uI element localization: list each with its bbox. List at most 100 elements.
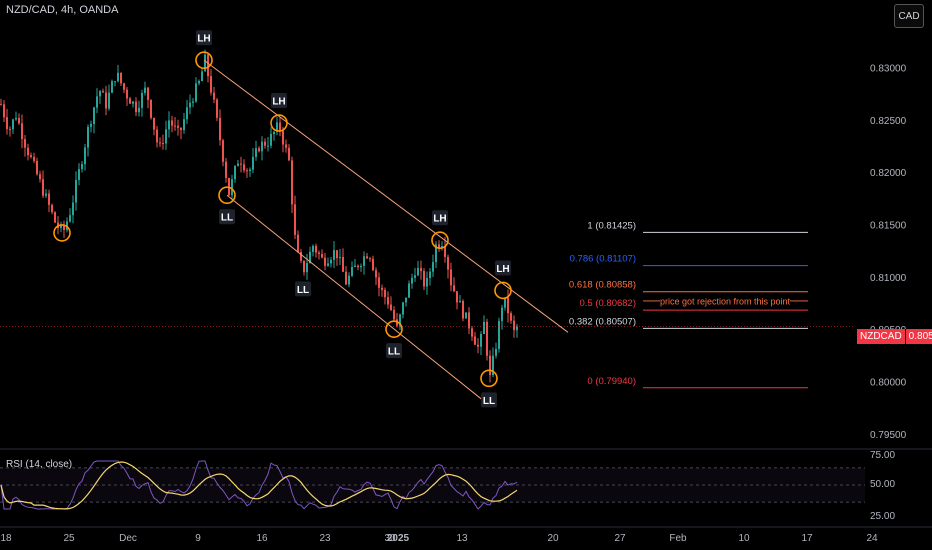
channel-lower-line [226, 194, 484, 401]
time-tick-label: 18 [0, 533, 12, 544]
candle-body [90, 123, 92, 127]
candle-body [504, 297, 506, 308]
candle-body [63, 224, 65, 230]
candle-body [75, 180, 77, 203]
candle-body [216, 99, 218, 118]
swing-label: LH [197, 34, 210, 45]
candle-body [255, 148, 257, 157]
candle-body [240, 163, 242, 165]
price-tick-label: 0.81500 [870, 221, 907, 232]
candle-body [477, 344, 479, 347]
candle-body [189, 102, 191, 108]
candle-body [99, 91, 101, 97]
candle-body [231, 179, 233, 196]
candle-body [126, 89, 128, 99]
candle-body [315, 245, 317, 253]
candle-body [312, 245, 314, 252]
candle-body [84, 147, 86, 165]
time-tick-label: 13 [456, 533, 468, 544]
candle-body [21, 123, 23, 140]
time-tick-label: Dec [119, 533, 137, 544]
candle-body [78, 169, 80, 181]
candle-body [492, 355, 494, 376]
rsi-line [0, 460, 518, 510]
candle-body [147, 87, 149, 100]
time-tick-label: Feb [669, 533, 687, 544]
price-tick-label: 0.81000 [870, 273, 907, 284]
candle-body [342, 257, 344, 272]
candle-body [471, 328, 473, 337]
swing-circle [53, 224, 71, 242]
candle-body [498, 320, 500, 349]
candle-body [219, 117, 221, 141]
candle-body [198, 81, 200, 84]
candle-body [462, 300, 464, 319]
candle-body [114, 81, 116, 83]
candle-body [138, 107, 140, 113]
candle-body [192, 101, 194, 103]
candle-body [246, 170, 248, 172]
candle-body [264, 141, 266, 146]
candle-body [411, 277, 413, 284]
candle-body [144, 87, 146, 94]
candle-body [108, 92, 110, 109]
candle-body [450, 269, 452, 286]
time-tick-label: 27 [614, 533, 626, 544]
candle-body [345, 271, 347, 285]
swing-circle [494, 281, 512, 300]
swing-label: LL [388, 347, 400, 358]
candle-body [207, 54, 209, 77]
candle-body [6, 117, 8, 130]
candle-body [129, 98, 131, 104]
swing-label-box [432, 210, 448, 226]
candle-body [243, 164, 245, 171]
swing-circle [431, 231, 449, 250]
candle-body [375, 270, 377, 278]
candle-body [474, 336, 476, 345]
candle-body [297, 234, 299, 253]
candle-body [366, 256, 368, 259]
candle-body [489, 355, 491, 376]
candle-body [291, 160, 293, 205]
candle-body [306, 263, 308, 273]
candle-body [513, 320, 515, 331]
candle-body [30, 155, 32, 157]
candle-body [282, 130, 284, 145]
candle-body [93, 107, 95, 124]
candle-body [174, 125, 176, 127]
candle-body [72, 202, 74, 216]
candle-body [42, 179, 44, 196]
candle-body [318, 252, 320, 254]
candle-body [213, 92, 215, 100]
price-tag-symbol: NZDCAD [857, 329, 905, 344]
channel-upper-line [203, 59, 569, 333]
currency-button[interactable]: CAD [894, 4, 924, 28]
candle-body [420, 268, 422, 271]
candle-body [438, 244, 440, 249]
candle-body [165, 129, 167, 144]
candle-body [294, 204, 296, 235]
candle-body [258, 148, 260, 152]
swing-label: LL [221, 213, 233, 224]
time-tick-label: 23 [319, 533, 331, 544]
candle-body [249, 169, 251, 172]
candle-body [48, 193, 50, 205]
candle-body [234, 166, 236, 180]
time-tick-label: 25 [63, 533, 75, 544]
swing-label-box [386, 343, 402, 359]
candle-body [171, 120, 173, 126]
candle-body [123, 83, 125, 90]
fib-level-label: 0.618 (0.80858) [569, 280, 636, 291]
candle-body [351, 267, 353, 276]
time-tick-label: 24 [866, 533, 878, 544]
last-price-tag: NZDCAD 0.80528 [857, 329, 932, 344]
rsi-ma-line [0, 461, 518, 510]
candle-body [12, 119, 14, 130]
swing-label-box [495, 260, 511, 276]
candle-body [27, 147, 29, 156]
swing-label: LL [297, 285, 309, 296]
swing-label-box [295, 281, 311, 297]
candle-body [69, 215, 71, 222]
